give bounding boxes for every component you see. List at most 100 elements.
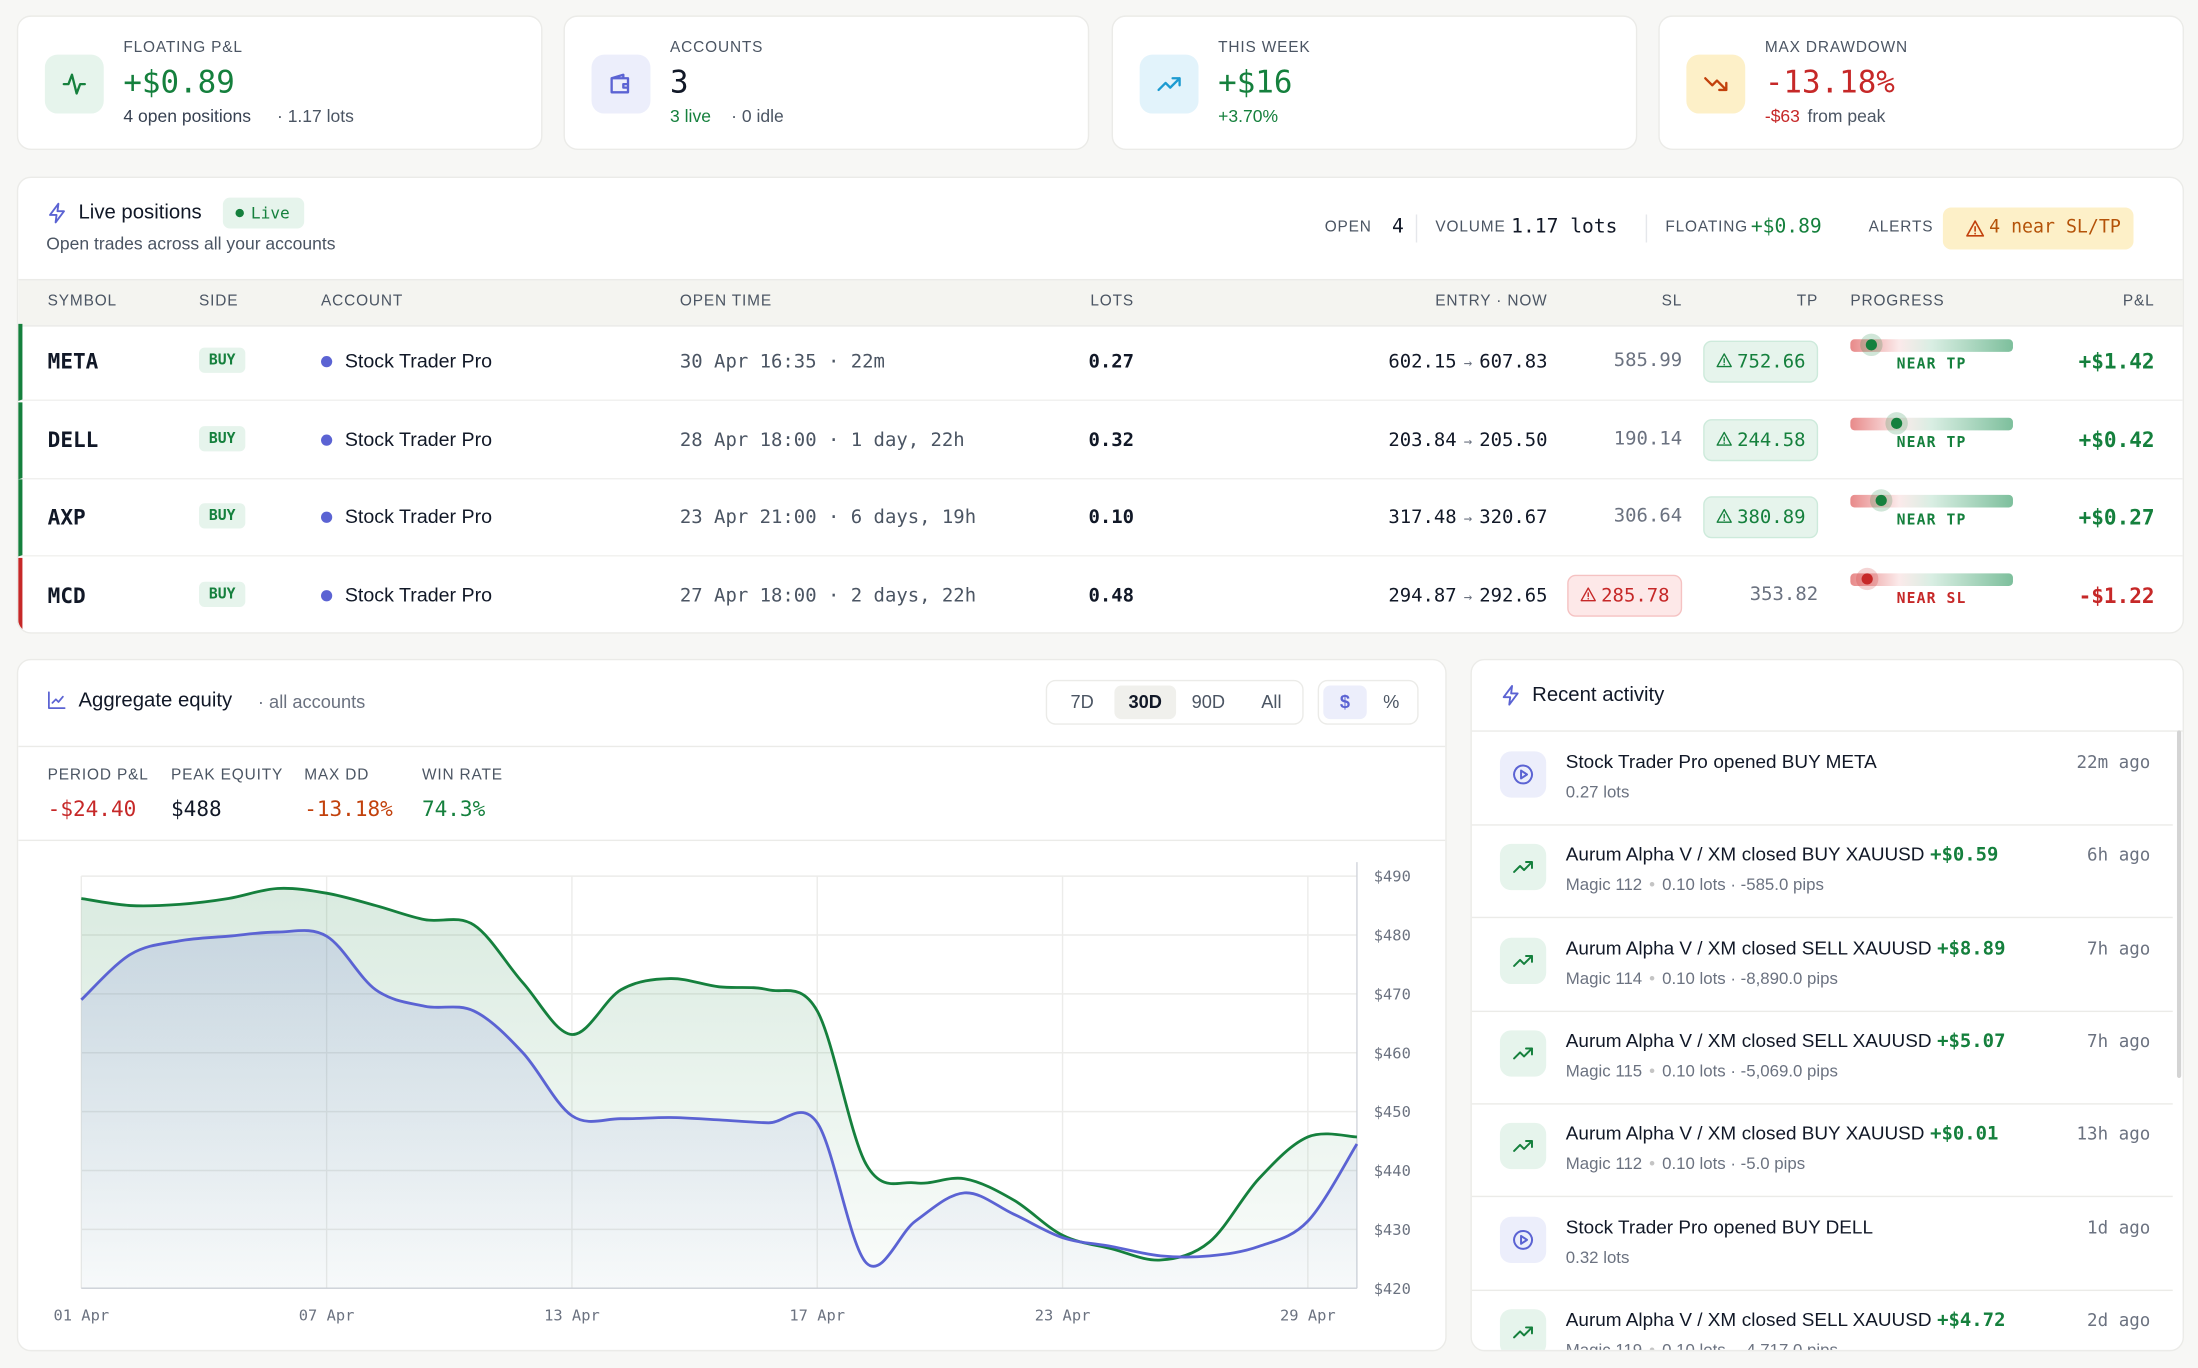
x-tick-label: 17 Apr xyxy=(789,1306,845,1324)
y-tick-label: $420 xyxy=(1374,1280,1411,1298)
account-dot xyxy=(321,356,333,368)
arrow: → xyxy=(1463,589,1473,605)
unit-button[interactable]: $ xyxy=(1323,685,1367,720)
activity-actor: Aurum Alpha V / XM xyxy=(1565,937,1737,959)
account-dot xyxy=(321,433,333,446)
activity-meta: 0.32 lots xyxy=(1566,1247,1630,1267)
icon xyxy=(1513,1140,1533,1153)
activity-meta: Magic 112 • 0.10 lots · -585.0 pips xyxy=(1566,875,1824,895)
activity-time: 22m ago xyxy=(2076,751,2151,773)
kpi-sub-highlight: 4 open positions xyxy=(123,106,251,127)
icon-path xyxy=(1513,764,1533,785)
tp: 244.58 xyxy=(1737,428,1806,451)
divider xyxy=(18,745,1446,748)
activity-action: closed SELL XAUUSD xyxy=(1741,1030,1932,1052)
entry-now: 317.48 → 320.67 xyxy=(1388,506,1547,528)
activity-time: 7h ago xyxy=(2087,1030,2151,1052)
column-header: PROGRESS xyxy=(1850,292,1945,310)
entry: 317.48 xyxy=(1388,506,1457,529)
account: Stock Trader Pro xyxy=(344,504,493,528)
kpi-sub-rest: from peak xyxy=(1807,106,1886,127)
arrow: → xyxy=(1463,433,1473,450)
stat-value: 4 xyxy=(1391,215,1404,239)
side-badge: BUY xyxy=(199,581,246,607)
equity-subtitle: · all accounts xyxy=(257,691,366,713)
kpi-value: +$16 xyxy=(1218,65,1293,101)
icon-path xyxy=(49,202,65,224)
icon-path xyxy=(1716,353,1733,368)
kpi-value: -13.18% xyxy=(1764,65,1895,101)
meta-separator: • xyxy=(1649,875,1656,895)
line xyxy=(80,929,1359,1268)
icon-path xyxy=(1716,508,1733,523)
range-button[interactable]: 30D xyxy=(1114,685,1177,720)
activity-meta-part: Magic 114 xyxy=(1565,968,1643,988)
activity-meta-part: 0.32 lots xyxy=(1565,1246,1630,1267)
range-button[interactable]: All xyxy=(1261,691,1282,713)
x-tick-label: 13 Apr xyxy=(544,1306,600,1324)
range-button[interactable]: 7D xyxy=(1070,691,1094,713)
pnl: +$0.42 xyxy=(2078,426,2155,453)
x-tick-label: 23 Apr xyxy=(1035,1306,1091,1324)
x-tick-label: 29 Apr xyxy=(1280,1306,1336,1324)
activity-icon-bg xyxy=(1499,1123,1547,1170)
progress-status: NEAR SL xyxy=(1896,589,1967,607)
alerts-badge: 4 near SL/TP xyxy=(1942,207,2134,250)
activity-icon-bg xyxy=(1499,844,1547,891)
icon xyxy=(1502,685,1519,706)
activity-text: Stock Trader Pro opened BUY DELL xyxy=(1566,1216,1873,1237)
y-tick-label: $440 xyxy=(1374,1162,1411,1180)
activity-text: Aurum Alpha V / XM closed BUY XAUUSD +$0.0… xyxy=(1566,1123,1999,1145)
activity-actor: Aurum Alpha V / XM xyxy=(1565,1123,1737,1145)
column-header: OPEN TIME xyxy=(679,292,772,310)
activity-action: opened BUY DELL xyxy=(1713,1216,1873,1238)
symbol: META xyxy=(47,349,99,375)
icon-path xyxy=(1513,1047,1533,1060)
kpi-card: THIS WEEK +$16 +3.70% xyxy=(1111,15,1638,150)
icon xyxy=(1716,508,1733,523)
stat-label: OPEN xyxy=(1324,218,1372,236)
activity-text: Aurum Alpha V / XM closed BUY XAUUSD +$0.5… xyxy=(1566,844,1999,866)
progress-status: NEAR TP xyxy=(1896,356,1967,373)
unit-button[interactable]: % xyxy=(1383,691,1400,713)
divider xyxy=(18,839,1446,842)
row-bg xyxy=(18,323,2183,401)
entry-now: 602.15 → 607.83 xyxy=(1388,350,1547,372)
kpi-card: MAX DRAWDOWN -13.18% -$63 from peak xyxy=(1658,15,2184,150)
icon-path xyxy=(1966,220,1985,237)
stat-label: FLOATING xyxy=(1665,218,1749,236)
live-badge-text: Live xyxy=(250,203,290,223)
activity-meta: Magic 115 • 0.10 lots · -5,069.0 pips xyxy=(1566,1061,1838,1081)
divider xyxy=(1471,730,2183,732)
sl: 306.64 xyxy=(1613,504,1683,528)
activity-actor: Aurum Alpha V / XM xyxy=(1565,844,1737,866)
range-button[interactable]: 90D xyxy=(1191,691,1226,713)
icon xyxy=(1513,861,1533,874)
activity-item: Aurum Alpha V / XM closed BUY XAUUSD +$0.0… xyxy=(1471,1103,2173,1198)
activity-meta-part: 0.10 lots · -5,069.0 pips xyxy=(1662,1061,1838,1081)
activity-meta: Magic 119 • 0.10 lots · -4,717.0 pips xyxy=(1566,1340,1838,1350)
icon xyxy=(62,73,86,95)
activity-amount: +$4.72 xyxy=(1937,1308,2006,1332)
column-header: SL xyxy=(1661,292,1683,310)
activity-time: 1d ago xyxy=(2087,1216,2151,1238)
tp-value: 353.82 xyxy=(1750,574,1818,613)
column-header: P&L xyxy=(2122,292,2155,310)
open-time: 30 Apr 16:35 · 22m xyxy=(679,350,885,373)
column-header: LOTS xyxy=(1090,292,1135,310)
tp: 353.82 xyxy=(1749,582,1819,605)
activity-item: Aurum Alpha V / XM closed SELL XAUUSD +$5.… xyxy=(1471,1011,2173,1105)
progress-track xyxy=(1850,494,2013,508)
entry: 203.84 xyxy=(1388,428,1457,451)
sl: 585.99 xyxy=(1613,349,1683,372)
icon xyxy=(1716,431,1733,446)
open-time: 27 Apr 18:00 · 2 days, 22h xyxy=(679,583,977,607)
activity-action: closed SELL XAUUSD xyxy=(1741,937,1932,959)
activity-actor: Aurum Alpha V / XM xyxy=(1565,1030,1737,1052)
column-header: SIDE xyxy=(199,292,239,310)
activity-meta-part: 0.27 lots xyxy=(1565,782,1630,802)
activity-item: Aurum Alpha V / XM closed SELL XAUUSD +$4.… xyxy=(1472,1289,2173,1350)
icon-path xyxy=(1704,77,1728,92)
column-header: TP xyxy=(1796,292,1819,310)
